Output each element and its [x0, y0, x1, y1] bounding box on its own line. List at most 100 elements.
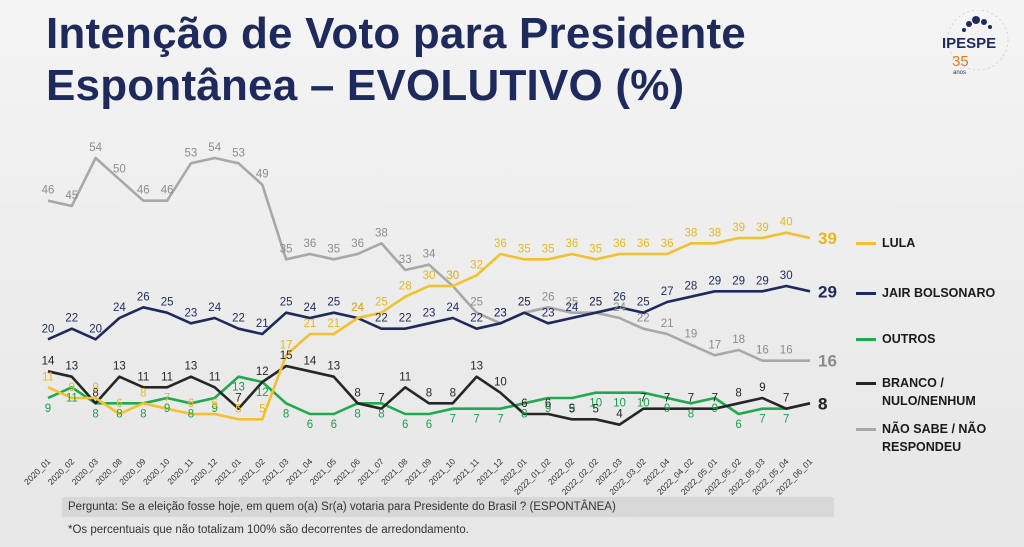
data-label-branco-nulo-nenhum: 11: [399, 371, 411, 383]
data-label-n-o-sabe-n-o-respondeu: 54: [208, 142, 221, 154]
legend-label: JAIR BOLSONARO: [882, 286, 996, 300]
data-label-jair-bolsonaro: 25: [589, 297, 602, 309]
data-label-outros: 8: [283, 408, 289, 420]
data-label-jair-bolsonaro: 24: [304, 302, 317, 314]
data-label-lula: 7: [164, 393, 170, 405]
legend-swatch: [856, 338, 876, 341]
legend-label: OUTROS: [882, 332, 936, 346]
data-label-n-o-sabe-n-o-respondeu: 23: [494, 307, 507, 319]
data-label-branco-nulo-nenhum: 8: [354, 387, 360, 399]
data-label-outros: 8: [140, 408, 146, 420]
data-label-outros: 10: [613, 398, 626, 410]
data-label-lula: 39: [732, 222, 745, 234]
data-label-n-o-sabe-n-o-respondeu: 33: [399, 254, 412, 266]
legend-swatch: [856, 292, 876, 295]
data-label-jair-bolsonaro: 23: [542, 307, 555, 319]
legend-item: BRANCO / NULO/NENHUM: [856, 374, 1024, 424]
data-label-branco-nulo-nenhum: 13: [327, 361, 340, 373]
question-box: Pergunta: Se a eleição fosse hoje, em qu…: [62, 497, 834, 517]
x-axis-tick-labels: 2020_012020_022020_032020_082020_092020_…: [22, 456, 815, 497]
data-label-jair-bolsonaro: 20: [89, 323, 102, 335]
data-label-outros: 9: [45, 403, 51, 415]
data-label-jair-bolsonaro: 29: [756, 275, 769, 287]
data-label-outros: 13: [232, 382, 245, 394]
data-label-outros: 8: [92, 408, 98, 420]
data-label-lula: 24: [351, 302, 364, 314]
data-label-n-o-sabe-n-o-respondeu: 49: [256, 169, 269, 181]
data-label-jair-bolsonaro: 20: [42, 323, 55, 335]
data-label-outros: 6: [307, 419, 313, 431]
data-label-outros: 8: [818, 394, 827, 413]
data-label-lula: 9: [92, 382, 98, 394]
legend-label: LULA: [882, 236, 916, 250]
data-label-jair-bolsonaro: 25: [280, 297, 293, 309]
data-label-lula: 30: [423, 270, 436, 282]
data-label-n-o-sabe-n-o-respondeu: 46: [42, 185, 55, 197]
data-label-branco-nulo-nenhum: 7: [712, 393, 718, 405]
data-label-lula: 36: [566, 238, 579, 250]
data-label-branco-nulo-nenhum: 8: [818, 394, 827, 413]
data-label-jair-bolsonaro: 24: [566, 302, 579, 314]
data-label-lula: 21: [327, 318, 340, 330]
data-label-branco-nulo-nenhum: 4: [616, 409, 623, 421]
data-label-branco-nulo-nenhum: 7: [235, 393, 241, 405]
legend-item: LULA: [856, 234, 1024, 284]
legend-item: JAIR BOLSONARO: [856, 284, 1024, 334]
data-label-outros: 9: [545, 403, 551, 415]
data-label-lula: 39: [818, 229, 837, 248]
data-label-lula: 40: [780, 217, 793, 229]
data-label-branco-nulo-nenhum: 7: [640, 393, 646, 405]
data-label-n-o-sabe-n-o-respondeu: 34: [423, 249, 436, 261]
data-label-outros: 7: [783, 414, 789, 426]
data-label-jair-bolsonaro: 26: [613, 291, 626, 303]
title-line-2: Espontânea – EVOLUTIVO (%): [46, 61, 685, 110]
data-label-lula: 38: [708, 227, 721, 239]
data-label-n-o-sabe-n-o-respondeu: 19: [685, 329, 698, 341]
data-label-jair-bolsonaro: 26: [137, 291, 150, 303]
data-label-n-o-sabe-n-o-respondeu: 17: [708, 339, 721, 351]
data-label-jair-bolsonaro: 25: [637, 297, 650, 309]
data-label-jair-bolsonaro: 24: [208, 302, 221, 314]
data-label-lula: 11: [42, 371, 54, 383]
data-label-outros: 8: [354, 408, 360, 420]
data-label-lula: 38: [685, 227, 698, 239]
data-label-branco-nulo-nenhum: 13: [185, 361, 198, 373]
data-label-jair-bolsonaro: 25: [327, 297, 340, 309]
data-label-jair-bolsonaro: 22: [232, 313, 245, 325]
data-label-n-o-sabe-n-o-respondeu: 36: [304, 238, 317, 250]
data-label-lula: 6: [211, 398, 217, 410]
title-line-1: Intenção de Voto para Presidente: [46, 9, 746, 58]
data-label-jair-bolsonaro: 25: [518, 297, 531, 309]
logo-years-label: anos: [953, 70, 966, 76]
data-label-outros: 7: [473, 414, 479, 426]
series-line-jair-bolsonaro: [47, 284, 811, 341]
data-label-outros: 9: [712, 403, 718, 415]
data-label-lula: 5: [259, 403, 265, 415]
footnote: *Os percentuais que não totalizam 100% s…: [68, 524, 469, 536]
data-label-jair-bolsonaro: 30: [780, 270, 793, 282]
data-label-outros: 8: [378, 408, 384, 420]
data-label-branco-nulo-nenhum: 6: [545, 398, 551, 410]
data-label-n-o-sabe-n-o-respondeu: 45: [65, 190, 78, 202]
data-label-outros: 9: [164, 403, 170, 415]
data-label-jair-bolsonaro: 23: [185, 307, 198, 319]
data-label-outros: 6: [735, 419, 741, 431]
data-label-n-o-sabe-n-o-respondeu: 25: [589, 297, 602, 309]
data-label-n-o-sabe-n-o-respondeu: 50: [113, 163, 126, 175]
data-label-outros: 8: [116, 408, 122, 420]
data-label-lula: 9: [69, 382, 75, 394]
legend-swatch: [856, 242, 876, 245]
data-label-n-o-sabe-n-o-respondeu: 16: [756, 345, 769, 357]
data-label-branco-nulo-nenhum: 7: [664, 393, 670, 405]
data-label-jair-bolsonaro: 25: [161, 297, 174, 309]
data-label-jair-bolsonaro: 22: [375, 313, 388, 325]
data-label-jair-bolsonaro: 28: [685, 281, 698, 293]
data-label-branco-nulo-nenhum: 8: [735, 387, 741, 399]
data-label-n-o-sabe-n-o-respondeu: 30: [446, 270, 459, 282]
data-label-outros: 11: [66, 392, 78, 404]
data-label-branco-nulo-nenhum: 10: [494, 377, 507, 389]
data-label-jair-bolsonaro: 27: [661, 286, 674, 298]
